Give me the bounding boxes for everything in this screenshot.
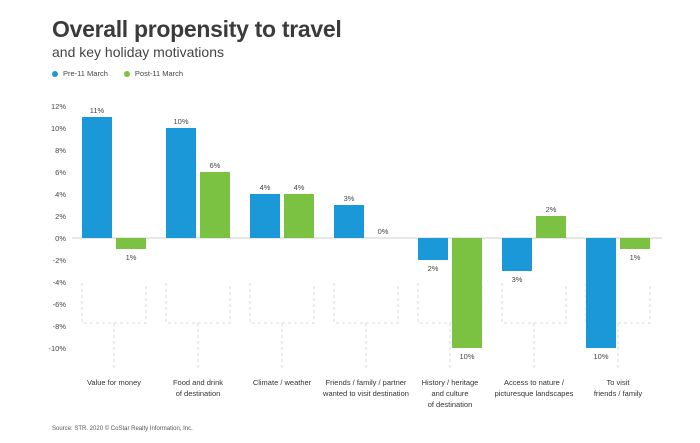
- category-label: Value for money: [87, 378, 141, 387]
- category-bracket: [249, 283, 315, 324]
- category-label: Climate / weather: [253, 378, 312, 387]
- y-tick-label: 6%: [55, 168, 66, 177]
- legend-label-post: Post-11 March: [134, 69, 184, 78]
- bar-pre-11-march: [334, 205, 364, 238]
- data-label: 2%: [428, 264, 439, 273]
- category-label: Food and drink: [173, 378, 223, 387]
- category-label: picturesque landscapes: [495, 389, 574, 398]
- bar-pre-11-march: [418, 238, 448, 260]
- category-bracket: [501, 283, 567, 324]
- bar-pre-11-march: [82, 117, 112, 238]
- data-label: 11%: [90, 106, 105, 115]
- chart-subtitle: and key holiday motivations: [52, 44, 224, 60]
- bar-post-11-march: [536, 216, 566, 238]
- y-tick-label: 8%: [55, 146, 66, 155]
- category-label: Friends / family / partner: [326, 378, 407, 387]
- data-label: 10%: [593, 352, 608, 361]
- y-tick-label: 12%: [51, 102, 66, 111]
- legend-swatch-pre: [52, 70, 58, 77]
- category-bracket: [333, 283, 399, 324]
- bar-pre-11-march: [502, 238, 532, 271]
- category-label: wanted to visit destination: [322, 389, 409, 398]
- legend-item-post: Post-11 March: [123, 69, 184, 78]
- y-tick-label: 2%: [55, 212, 66, 221]
- data-label: 4%: [294, 183, 305, 192]
- category-label: To visit: [607, 378, 631, 387]
- category-bracket: [81, 283, 147, 324]
- data-label: 0%: [378, 227, 389, 236]
- y-tick-label: -2%: [53, 256, 67, 265]
- category-label: History / heritage: [422, 378, 479, 387]
- y-tick-label: -6%: [53, 300, 67, 309]
- data-label: 10%: [459, 352, 474, 361]
- bar-post-11-march: [284, 194, 314, 238]
- data-label: 1%: [126, 253, 137, 262]
- data-label: 3%: [512, 275, 523, 284]
- source-note: Source: STR. 2020 © CoStar Realty Inform…: [52, 426, 193, 432]
- legend: Pre-11 March Post-11 March: [52, 69, 199, 78]
- data-label: 2%: [546, 205, 557, 214]
- legend-swatch-post: [123, 70, 130, 77]
- bar-pre-11-march: [166, 128, 196, 238]
- bar-post-11-march: [116, 238, 146, 249]
- category-label: friends / family: [594, 389, 643, 398]
- chart-title: Overall propensity to travel: [52, 16, 342, 42]
- bar-pre-11-march: [250, 194, 280, 238]
- data-label: 6%: [210, 161, 221, 170]
- category-label: Access to nature /: [504, 378, 565, 387]
- data-label: 1%: [630, 253, 641, 262]
- category-label: of destination: [428, 400, 473, 409]
- data-label: 3%: [344, 194, 355, 203]
- category-bracket: [165, 283, 231, 324]
- data-label: 10%: [173, 117, 188, 126]
- bar-post-11-march: [620, 238, 650, 249]
- legend-label-pre: Pre-11 March: [63, 69, 108, 78]
- bar-pre-11-march: [586, 238, 616, 348]
- y-tick-label: -10%: [48, 344, 66, 353]
- legend-item-pre: Pre-11 March: [52, 69, 108, 78]
- chart-plot: 12% 10% 8% 6% 4% 2% 0% -2% -4% -6% -8% -10% 11% 10% 4%…: [48, 102, 662, 409]
- y-tick-label: 0%: [55, 234, 66, 243]
- category-label: of destination: [176, 389, 221, 398]
- y-tick-label: -8%: [53, 322, 67, 331]
- y-tick-label: 4%: [55, 190, 66, 199]
- bar-post-11-march: [200, 172, 230, 238]
- category-label: and culture: [431, 389, 468, 398]
- data-label: 4%: [260, 183, 271, 192]
- y-tick-label: -4%: [53, 278, 67, 287]
- y-tick-label: 10%: [51, 124, 66, 133]
- bar-post-11-march: [452, 238, 482, 348]
